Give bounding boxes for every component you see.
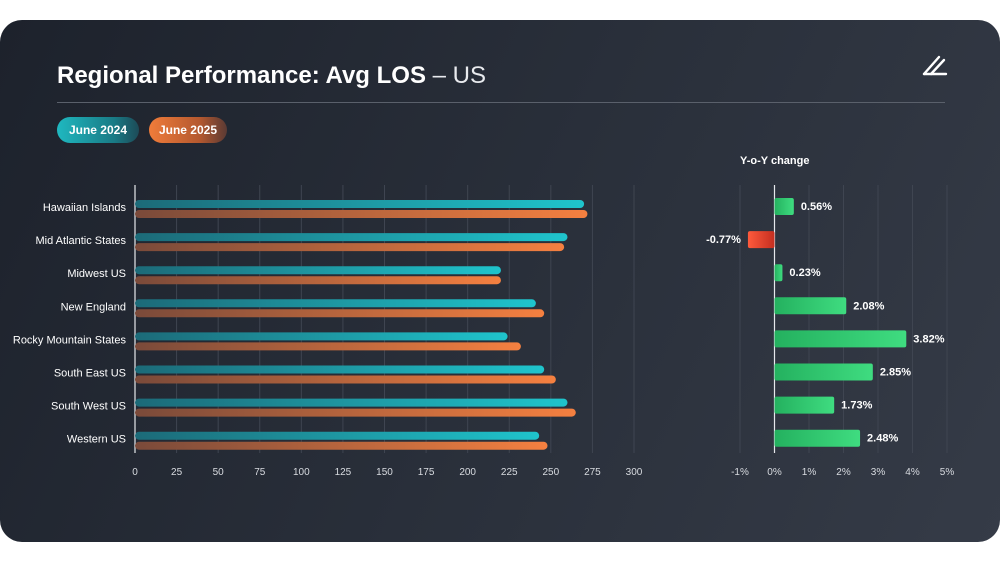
bar-june-2025-rocky-mountain-states [135, 342, 521, 351]
yoy-tick-label: 4% [905, 467, 920, 478]
category-label-new-england: New England [61, 301, 126, 313]
x-tick-label: 0 [132, 467, 138, 478]
chart-area: 0 25 50 75 100 125 150 175 200 225 250 275 300 -1% 0% 1… [13, 185, 955, 478]
category-label-south-west-us: South West US [51, 401, 126, 413]
bar-june-2025-south-west-us [135, 408, 576, 417]
bar-june-2024-mid-atlantic-states [135, 233, 568, 242]
x-tick-label: 125 [335, 467, 352, 478]
x-tick-label: 275 [584, 467, 601, 478]
bar-june-2024-south-east-us [135, 365, 545, 374]
bar-june-2024-hawaiian-islands [135, 200, 585, 208]
category-label-western-us: Western US [67, 434, 126, 446]
yoy-bar-mid-atlantic-states [747, 231, 775, 249]
category-label-midwest-us: Midwest US [67, 268, 126, 280]
yoy-tick-label: 2% [836, 467, 851, 478]
category-label-south-east-us: South East US [54, 368, 126, 380]
chart-card: Regional Performance: Avg LOS – US June … [0, 20, 1000, 542]
x-tick-label: 200 [459, 467, 476, 478]
bar-june-2024-western-us [135, 431, 540, 440]
legend-june-2024[interactable]: June 2024 [57, 117, 139, 143]
brand-logo-icon [922, 55, 948, 76]
yoy-tick-label: 5% [940, 467, 955, 478]
title-region: – US [425, 62, 486, 89]
yoy-value-label-western-us: 2.48% [867, 433, 898, 445]
yoy-title: Y-o-Y change [740, 155, 810, 167]
category-label-mid-atlantic-states: Mid Atlantic States [36, 235, 127, 247]
yoy-value-label-mid-atlantic-states: -0.77% [706, 234, 741, 246]
x-tick-label: 250 [542, 467, 559, 478]
title-main: Regional Performance: Avg LOS [57, 62, 426, 89]
yoy-value-label-midwest-us: 0.23% [789, 267, 820, 279]
yoy-bar-new-england [774, 297, 847, 315]
bar-june-2025-midwest-us [135, 276, 501, 285]
yoy-tick-label: 0% [767, 467, 782, 478]
yoy-value-label-hawaiian-islands: 0.56% [801, 201, 832, 213]
yoy-value-label-south-west-us: 1.73% [841, 400, 872, 412]
bar-june-2025-hawaiian-islands [135, 210, 588, 218]
page-title: Regional Performance: Avg LOS – US [57, 62, 486, 90]
x-tick-label: 300 [626, 467, 643, 478]
x-tick-label: 50 [213, 467, 225, 478]
x-tick-label: 75 [254, 467, 266, 478]
bar-june-2025-south-east-us [135, 375, 556, 384]
x-tick-label: 225 [501, 467, 518, 478]
x-tick-label: 150 [376, 467, 393, 478]
bar-june-2024-south-west-us [135, 398, 568, 407]
x-tick-label: 100 [293, 467, 310, 478]
legend-june-2025[interactable]: June 2025 [149, 117, 227, 143]
bar-june-2025-western-us [135, 441, 548, 450]
x-tick-label: 25 [171, 467, 183, 478]
x-tick-label: 175 [418, 467, 435, 478]
yoy-tick-label: -1% [731, 467, 749, 478]
bar-june-2024-rocky-mountain-states [135, 332, 508, 341]
bar-june-2025-new-england [135, 309, 545, 318]
bar-june-2025-mid-atlantic-states [135, 243, 565, 252]
yoy-value-label-rocky-mountain-states: 3.82% [913, 333, 944, 345]
bar-june-2024-midwest-us [135, 266, 501, 275]
yoy-value-label-south-east-us: 2.85% [880, 367, 911, 379]
category-label-rocky-mountain-states: Rocky Mountain States [13, 334, 127, 346]
yoy-bar-midwest-us [774, 264, 783, 282]
yoy-bar-hawaiian-islands [774, 198, 794, 215]
yoy-tick-label: 1% [802, 467, 817, 478]
yoy-bar-south-west-us [774, 396, 835, 414]
bar-june-2024-new-england [135, 299, 536, 308]
header-divider [57, 102, 945, 103]
yoy-bar-western-us [774, 429, 861, 447]
yoy-value-label-new-england: 2.08% [853, 300, 884, 312]
yoy-tick-label: 3% [871, 467, 886, 478]
category-label-hawaiian-islands: Hawaiian Islands [43, 202, 127, 214]
yoy-bar-rocky-mountain-states [774, 330, 907, 348]
yoy-bar-south-east-us [774, 363, 873, 381]
